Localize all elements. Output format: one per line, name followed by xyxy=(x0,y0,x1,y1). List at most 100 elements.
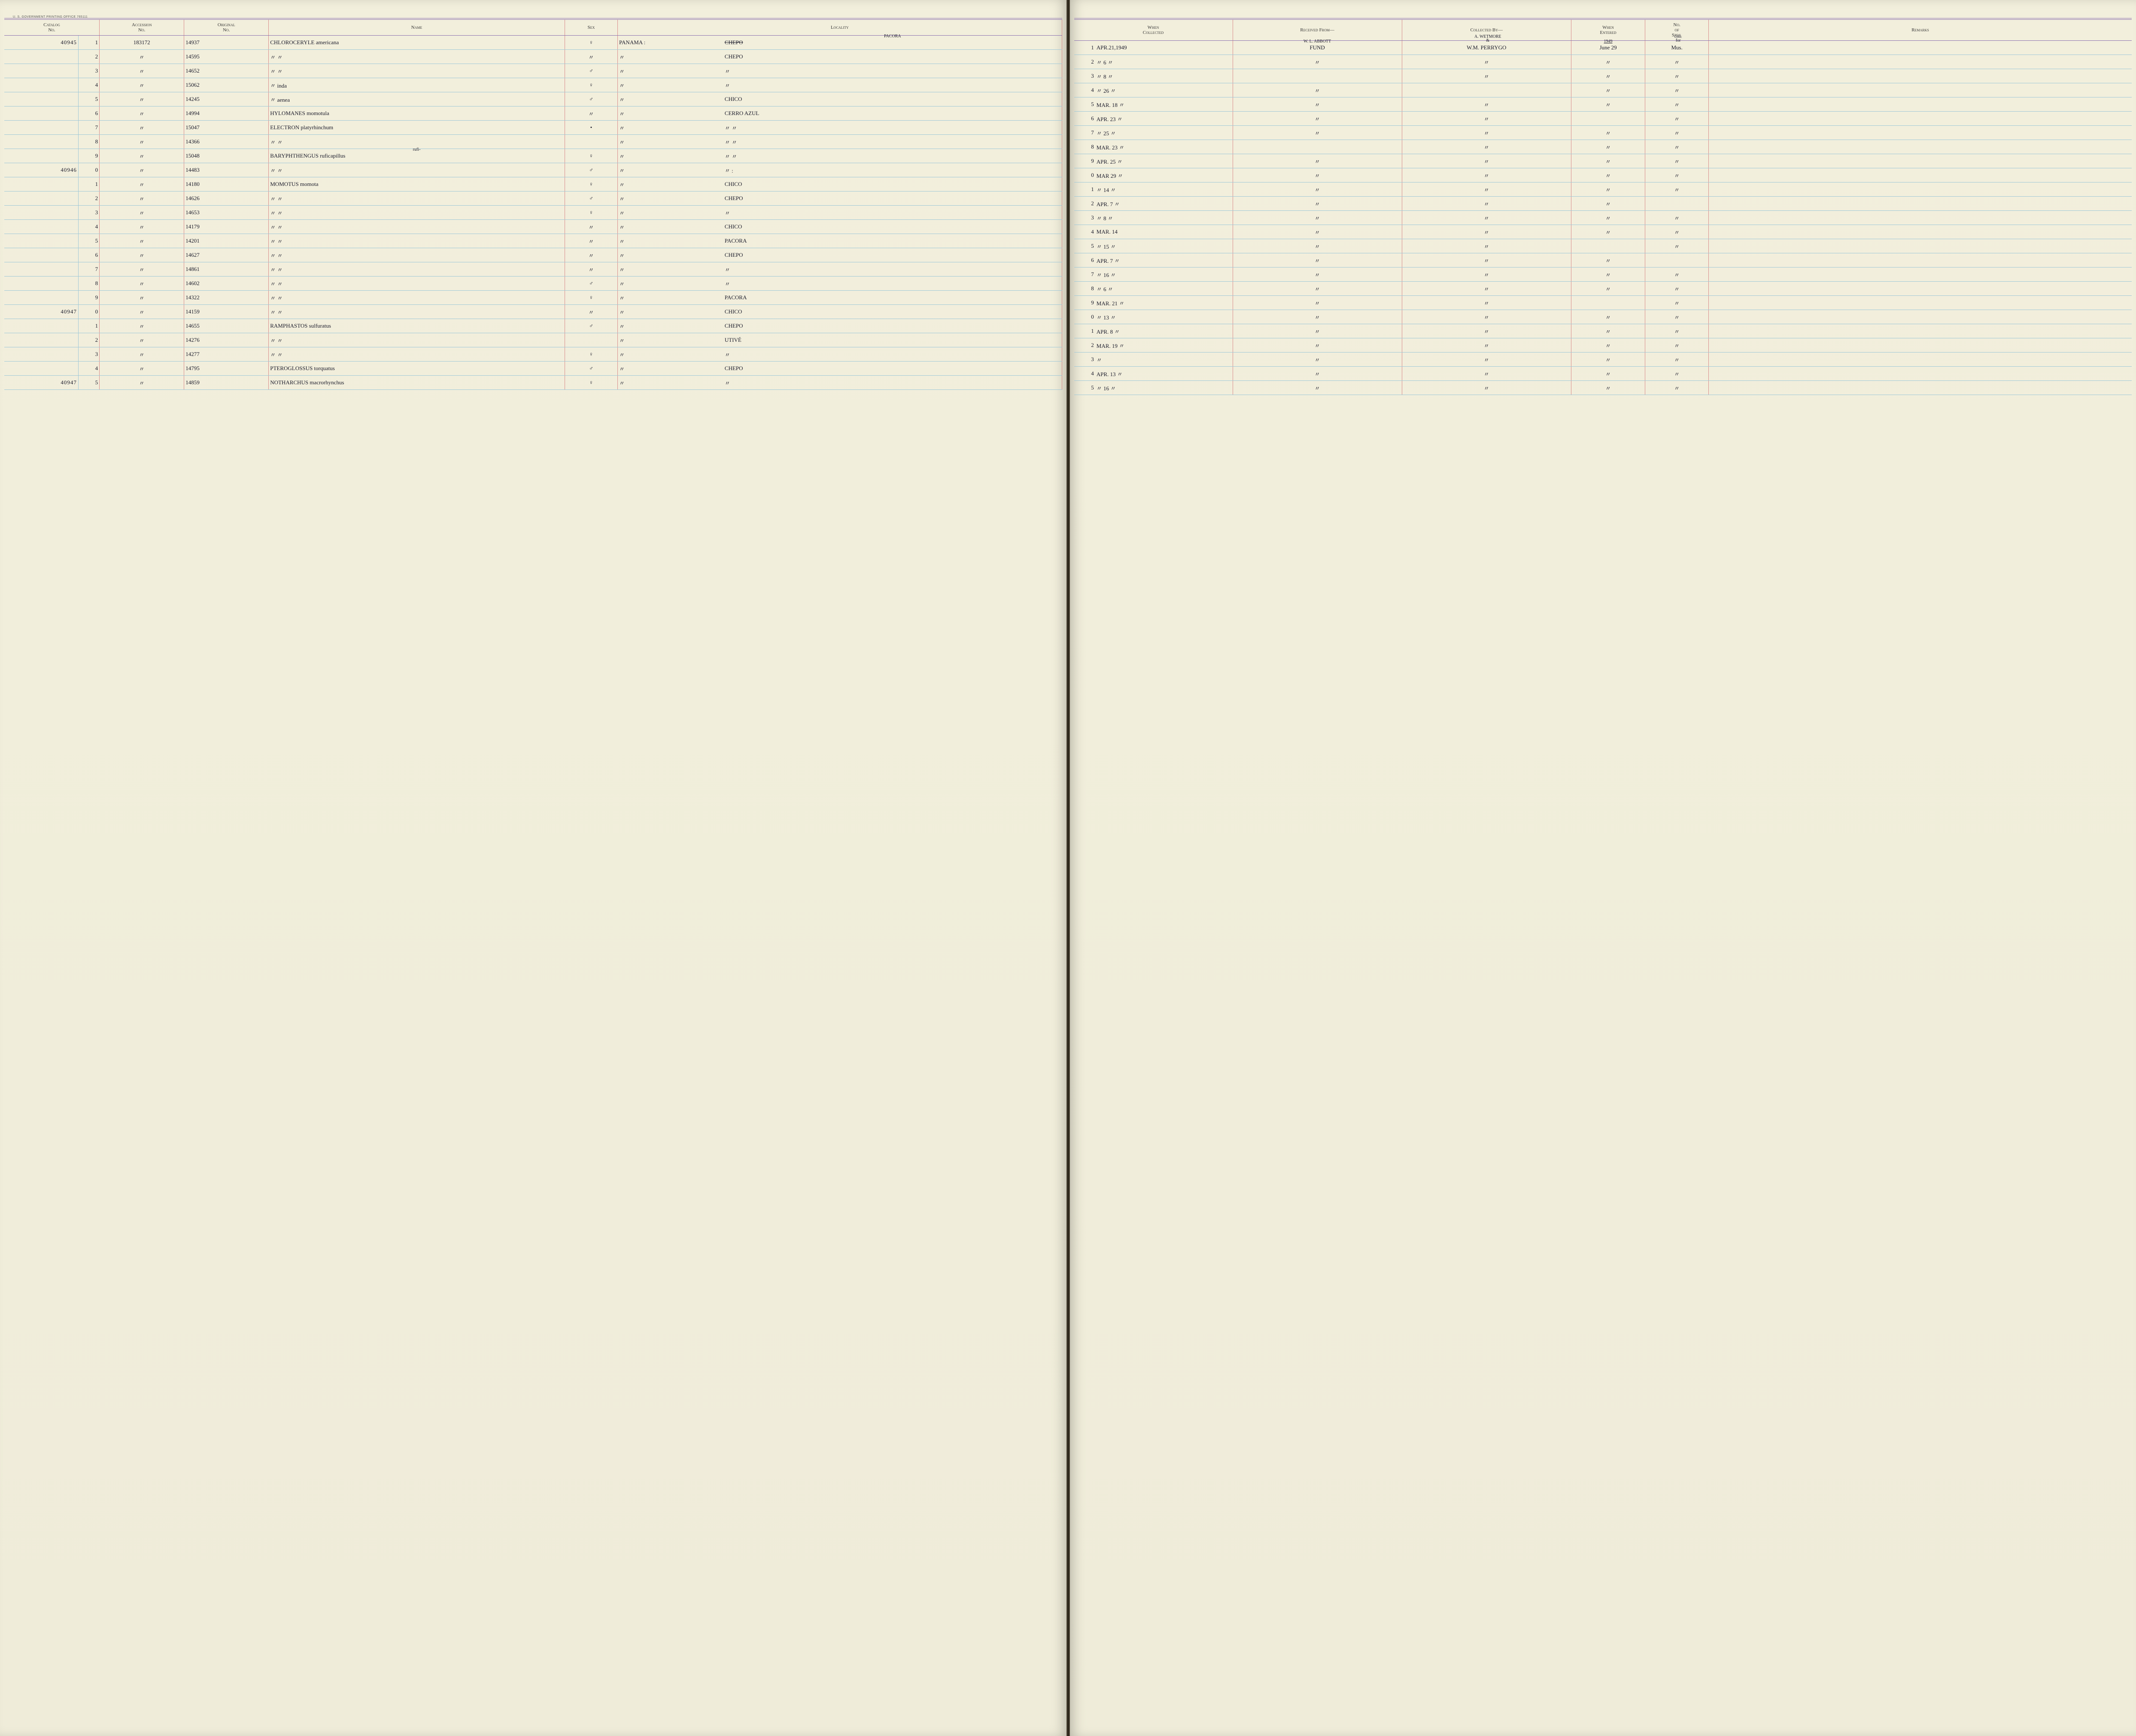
table-row: 1〃 14 〃〃〃〃〃 xyxy=(1074,182,2132,197)
cell-locality: 〃 xyxy=(723,206,1062,220)
cell-remarks xyxy=(1709,253,2132,268)
cell-catalog-sub: 3 xyxy=(78,347,99,362)
cell-catalog-sub: 1 xyxy=(78,36,99,50)
cell-accession: 〃 xyxy=(100,319,184,333)
cell-no-spec: 〃 xyxy=(1645,55,1709,69)
cell-locality-prefix: 〃 xyxy=(618,135,723,149)
table-row: 4〃14795PTEROGLOSSUS torquatus♂〃CHEPO xyxy=(4,362,1062,376)
left-page: U. S. GOVERNMENT PRINTING OFFICE 765111 … xyxy=(0,0,1066,1736)
table-row: 9MAR. 21 〃〃〃〃 xyxy=(1074,296,2132,310)
cell-catalog-sub: 6 xyxy=(78,106,99,121)
table-row: 4〃15062〃 inda♀〃〃 xyxy=(4,78,1062,92)
table-row: 5〃14201〃 〃〃〃PACORA xyxy=(4,234,1062,248)
cell-row-sub: 5 xyxy=(1074,239,1095,253)
cell-remarks xyxy=(1709,69,2132,83)
cell-name: 〃 〃 xyxy=(269,291,565,305)
cell-name: 〃 〃 xyxy=(269,64,565,78)
table-row: 409460〃14483〃 〃♂〃〃 : xyxy=(4,163,1062,177)
table-row: 3〃 8 〃〃〃〃 xyxy=(1074,69,2132,83)
cell-no-spec: 〃 xyxy=(1645,83,1709,97)
header-row-right: WhenCollected Received From— Collected B… xyxy=(1074,20,2132,41)
cell-remarks xyxy=(1709,381,2132,395)
cell-when-entered: 〃 xyxy=(1571,225,1645,239)
cell-received-from: 〃 xyxy=(1233,97,1402,112)
cell-collected-by: 〃 xyxy=(1402,338,1571,353)
cell-no-spec: 〃 xyxy=(1645,381,1709,395)
cell-catalog-no xyxy=(4,362,78,376)
cell-when-entered xyxy=(1571,112,1645,126)
cell-accession: 〃 xyxy=(100,163,184,177)
cell-catalog-sub: 2 xyxy=(78,50,99,64)
cell-locality-prefix: 〃 xyxy=(618,177,723,192)
cell-received-from: W. L. ABBOTTFUND xyxy=(1233,41,1402,55)
cell-no-spec: 〃 xyxy=(1645,126,1709,140)
cell-collected-by: 〃 xyxy=(1402,381,1571,395)
table-row: 2〃14595〃 〃〃〃CHEPO xyxy=(4,50,1062,64)
cell-original: 14322 xyxy=(184,291,269,305)
table-row: 1〃14180MOMOTUS momota♀〃CHICO xyxy=(4,177,1062,192)
cell-received-from: 〃 xyxy=(1233,367,1402,381)
cell-catalog-no xyxy=(4,277,78,291)
cell-when-collected: APR. 8 〃 xyxy=(1095,324,1233,338)
cell-name: 〃 〃 xyxy=(269,206,565,220)
cell-when-entered: 〃 xyxy=(1571,211,1645,225)
cell-row-sub: 6 xyxy=(1074,253,1095,268)
cell-name: 〃 〃 xyxy=(269,135,565,149)
cell-remarks xyxy=(1709,367,2132,381)
cell-received-from: 〃 xyxy=(1233,310,1402,324)
cell-received-from: 〃 xyxy=(1233,296,1402,310)
cell-catalog-no xyxy=(4,347,78,362)
cell-no-spec: 〃 xyxy=(1645,211,1709,225)
cell-remarks xyxy=(1709,225,2132,239)
cell-catalog-no xyxy=(4,248,78,262)
cell-name: 〃 〃 xyxy=(269,248,565,262)
cell-no-spec: 〃 xyxy=(1645,112,1709,126)
cell-locality-prefix: 〃 xyxy=(618,163,723,177)
cell-catalog-no xyxy=(4,177,78,192)
cell-row-sub: 9 xyxy=(1074,296,1095,310)
cell-when-collected: APR. 7 〃 xyxy=(1095,197,1233,211)
cell-remarks xyxy=(1709,182,2132,197)
cell-name: HYLOMANES momotula xyxy=(269,106,565,121)
table-row: 409470〃14159〃 〃〃〃CHICO xyxy=(4,305,1062,319)
cell-when-entered: 〃 xyxy=(1571,97,1645,112)
cell-name: PTEROGLOSSUS torquatus xyxy=(269,362,565,376)
cell-collected-by: 〃 xyxy=(1402,140,1571,154)
cell-original: 14201 xyxy=(184,234,269,248)
cell-name: 〃 〃 xyxy=(269,234,565,248)
cell-sex: ♂ xyxy=(565,362,617,376)
cell-name: NOTHARCHUS macrorhynchus xyxy=(269,376,565,390)
cell-when-entered: 〃 xyxy=(1571,69,1645,83)
cell-when-entered: 〃 xyxy=(1571,197,1645,211)
cell-row-sub: 3 xyxy=(1074,353,1095,367)
table-row: 4〃14179〃 〃〃〃CHICO xyxy=(4,220,1062,234)
cell-accession: 〃 xyxy=(100,106,184,121)
cell-received-from: 〃 xyxy=(1233,83,1402,97)
cell-locality: 〃 xyxy=(723,262,1062,277)
ledger-table-left: CatalogNo. AccessionNo. OriginalNo. Name… xyxy=(4,20,1062,390)
cell-locality-prefix: 〃 xyxy=(618,362,723,376)
cell-accession: 〃 xyxy=(100,50,184,64)
cell-accession: 〃 xyxy=(100,376,184,390)
cell-when-collected: 〃 26 〃 xyxy=(1095,83,1233,97)
cell-locality: 〃 〃 xyxy=(723,149,1062,163)
cell-row-sub: 8 xyxy=(1074,282,1095,296)
cell-when-entered: 〃 xyxy=(1571,353,1645,367)
cell-name: MOMOTUS momota xyxy=(269,177,565,192)
cell-row-sub: 7 xyxy=(1074,268,1095,282)
table-row: 1APR. 8 〃〃〃〃〃 xyxy=(1074,324,2132,338)
cell-catalog-sub: 4 xyxy=(78,220,99,234)
cell-accession: 〃 xyxy=(100,305,184,319)
cell-collected-by: 〃 xyxy=(1402,154,1571,168)
cell-no-spec: 〃 xyxy=(1645,310,1709,324)
cell-when-entered: 1949June 29 xyxy=(1571,41,1645,55)
cell-locality: 〃 〃 xyxy=(723,135,1062,149)
cell-locality-prefix: 〃 xyxy=(618,305,723,319)
cell-locality: 〃 〃 xyxy=(723,121,1062,135)
cell-remarks xyxy=(1709,338,2132,353)
cell-sex: ♂ xyxy=(565,92,617,106)
table-row: 5MAR. 18 〃〃〃〃〃 xyxy=(1074,97,2132,112)
cell-catalog-no xyxy=(4,121,78,135)
cell-collected-by: 〃 xyxy=(1402,324,1571,338)
cell-row-sub: 0 xyxy=(1074,310,1095,324)
